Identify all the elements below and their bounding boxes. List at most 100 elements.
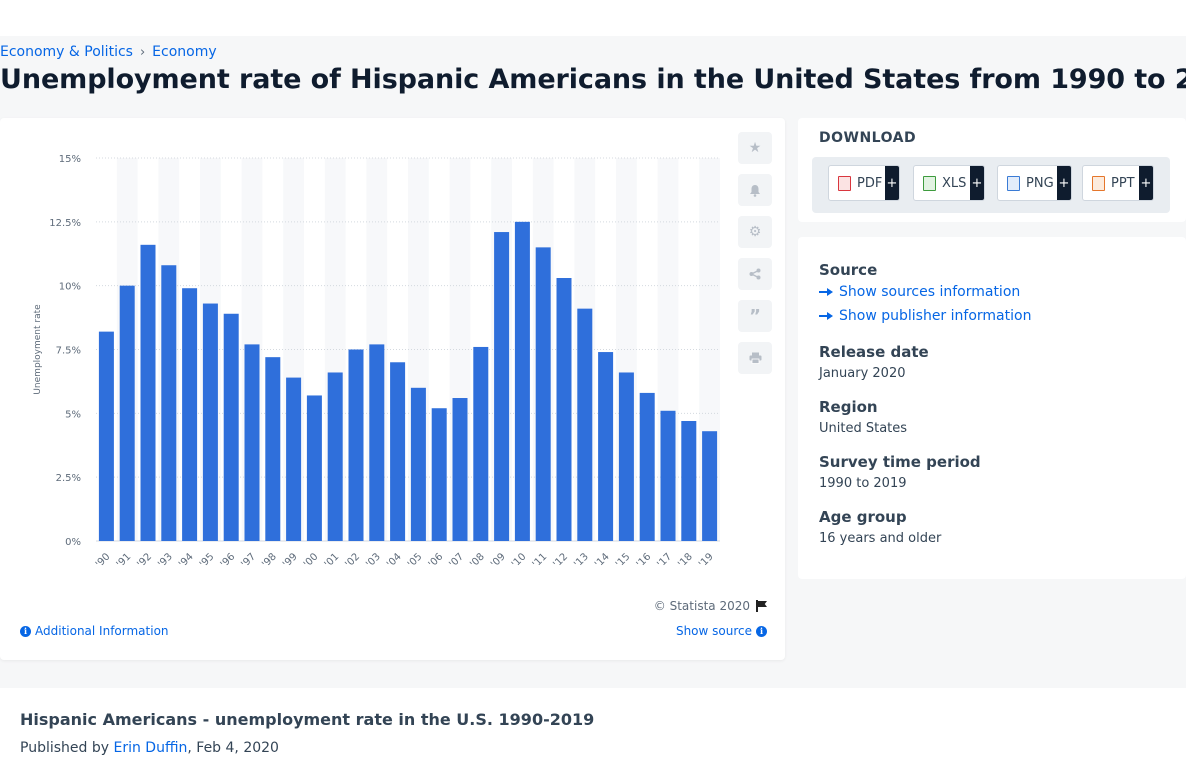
release-date-value: January 2020 <box>819 366 906 381</box>
download-png-button[interactable]: PNG + <box>997 165 1072 201</box>
chart-card: 0% 2.5% 5% 7.5% 10% 12.5% 15% Unemployment rate… <box>0 118 785 660</box>
bar <box>98 331 114 541</box>
bar <box>140 244 156 541</box>
release-date-heading: Release date <box>819 343 929 361</box>
bar <box>431 408 447 541</box>
show-publisher-link[interactable]: Show publisher information <box>819 308 1031 324</box>
star-icon[interactable]: ★ <box>738 132 772 164</box>
bar <box>556 278 572 541</box>
bar <box>473 346 489 541</box>
bar <box>348 349 364 541</box>
bar <box>306 395 322 541</box>
info-icon: i <box>756 625 767 637</box>
breadcrumb-economy[interactable]: Economy <box>152 44 217 60</box>
x-tick-label: '05 <box>406 551 425 570</box>
age-group-heading: Age group <box>819 508 907 526</box>
x-tick-label: '08 <box>468 551 487 570</box>
download-pdf-label: PDF <box>857 175 883 191</box>
author-link[interactable]: Erin Duffin <box>113 740 188 756</box>
plus-icon[interactable]: + <box>970 166 984 200</box>
bar <box>223 313 239 541</box>
survey-period-heading: Survey time period <box>819 453 981 471</box>
y-tick-label: 10% <box>59 282 81 293</box>
x-tick-label: '97 <box>239 551 258 570</box>
region-value: United States <box>819 421 908 436</box>
png-file-icon <box>1007 175 1020 191</box>
plus-icon[interactable]: + <box>1139 166 1153 200</box>
download-xls-button[interactable]: XLS + <box>913 165 985 201</box>
publication-card: Hispanic Americans - unemployment rate i… <box>0 688 1186 760</box>
copyright: © Statista 2020 <box>654 599 767 613</box>
chevron-right-icon: › <box>139 44 146 60</box>
x-tick-label: '04 <box>385 551 404 570</box>
breadcrumb-economy-politics[interactable]: Economy & Politics <box>0 44 133 60</box>
x-tick-label: '15 <box>614 551 633 570</box>
y-tick-label: 15% <box>59 154 81 165</box>
gear-icon[interactable]: ⚙ <box>738 216 772 248</box>
download-ppt-button[interactable]: PPT + <box>1082 165 1154 201</box>
flag-icon[interactable] <box>756 600 767 612</box>
x-tick-label: '95 <box>198 551 217 570</box>
x-tick-label: '17 <box>655 551 674 570</box>
x-tick-label: '01 <box>323 551 342 570</box>
x-tick-label: '93 <box>156 551 175 570</box>
x-tick-label: '07 <box>447 551 466 570</box>
download-png-label: PNG <box>1026 175 1054 191</box>
show-source-label: Show source <box>675 624 752 638</box>
plus-icon[interactable]: + <box>885 166 899 200</box>
y-tick-label: 7.5% <box>56 346 81 357</box>
x-tick-label: '11 <box>531 551 550 570</box>
bar <box>119 285 135 541</box>
x-tick-label: '16 <box>635 551 654 570</box>
y-tick-label: 2.5% <box>56 473 81 484</box>
x-tick-label: '00 <box>302 551 321 570</box>
ppt-file-icon <box>1092 175 1105 191</box>
show-publisher-label: Show publisher information <box>839 308 1032 324</box>
show-sources-link[interactable]: Show sources information <box>819 284 1020 300</box>
x-tick-label: '10 <box>510 551 529 570</box>
source-heading: Source <box>819 261 878 279</box>
top-navigation-bar <box>0 0 1186 36</box>
print-icon[interactable] <box>738 342 772 374</box>
plus-icon[interactable]: + <box>1057 166 1071 200</box>
bar <box>514 221 530 541</box>
publication-title: Hispanic Americans - unemployment rate i… <box>20 710 595 729</box>
x-tick-label: '99 <box>281 551 300 570</box>
bar-chart: 0% 2.5% 5% 7.5% 10% 12.5% 15% Unemployment rate… <box>33 154 720 570</box>
x-tick-label: '06 <box>427 551 446 570</box>
publication-byline: Published by Erin Duffin, Feb 4, 2020 <box>20 740 279 756</box>
bar <box>535 247 551 541</box>
y-axis-label: Unemployment rate <box>33 304 43 395</box>
quote-icon[interactable]: ” <box>738 300 772 332</box>
statistic-details-card: Source Show sources information Show pub… <box>798 237 1186 579</box>
publication-date: , Feb 4, 2020 <box>187 740 279 756</box>
arrow-right-icon <box>819 311 833 321</box>
bar <box>598 352 614 541</box>
bar <box>410 387 426 541</box>
x-tick-label: '09 <box>489 551 508 570</box>
share-icon[interactable] <box>738 258 772 290</box>
download-card: DOWNLOAD PDF + XLS + PNG + PPT + <box>798 118 1186 222</box>
download-options: PDF + XLS + PNG + PPT + <box>812 157 1170 213</box>
x-tick-label: '02 <box>343 551 362 570</box>
download-pdf-button[interactable]: PDF + <box>828 165 900 201</box>
breadcrumb: Economy & Politics › Economy <box>0 44 217 60</box>
bell-icon[interactable] <box>738 174 772 206</box>
download-xls-label: XLS <box>942 175 967 191</box>
bar <box>702 431 718 541</box>
show-source-link[interactable]: Show source i <box>676 624 767 638</box>
xls-file-icon <box>923 175 936 191</box>
bar <box>327 372 343 541</box>
bar <box>681 420 697 541</box>
copyright-text: © Statista 2020 <box>653 599 750 613</box>
x-tick-label: '90 <box>94 551 113 570</box>
download-ppt-label: PPT <box>1111 175 1135 191</box>
pdf-file-icon <box>838 175 851 191</box>
x-tick-label: '12 <box>551 551 570 570</box>
x-tick-label: '96 <box>219 551 238 570</box>
x-tick-label: '19 <box>697 551 716 570</box>
additional-information-link[interactable]: i Additional Information <box>20 624 169 638</box>
region-heading: Region <box>819 398 878 416</box>
bar <box>639 392 655 541</box>
bar <box>265 357 281 541</box>
